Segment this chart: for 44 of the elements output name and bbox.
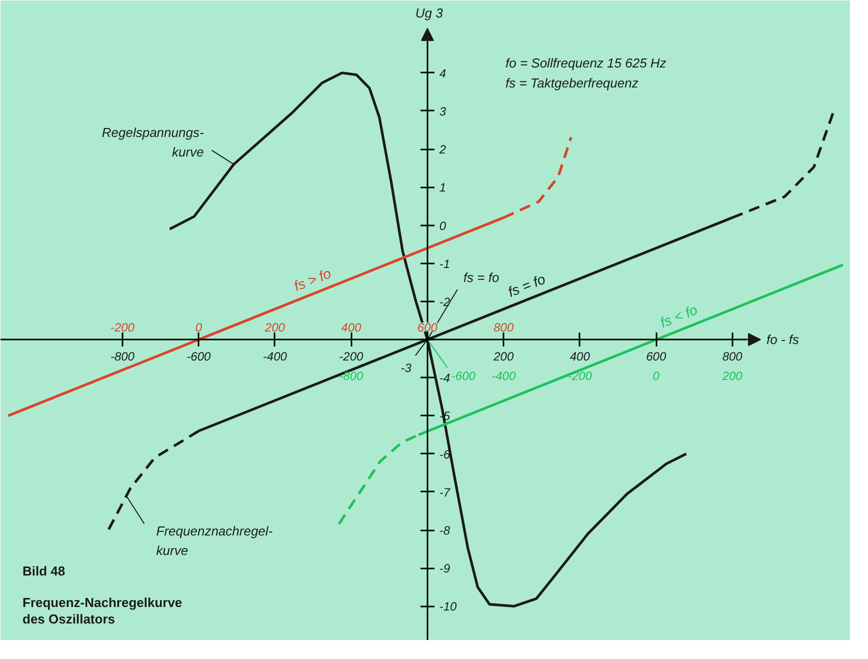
y-tick-label: -2	[439, 294, 450, 309]
x-tick-label: 200	[492, 350, 514, 364]
y-tick-label: -1	[439, 256, 450, 271]
annotation: -800	[339, 369, 364, 384]
y-tick-label: 2	[438, 142, 446, 157]
x2-tick-label: 600	[417, 320, 438, 335]
y-tick-label: 3	[439, 104, 446, 118]
x-tick-label: 400	[570, 350, 590, 364]
x-axis-title: fo - fs	[766, 332, 800, 348]
x-tick-label: 800	[722, 350, 743, 364]
x2-tick-label: -200	[110, 320, 135, 335]
annotation: -400	[492, 369, 516, 384]
annotation: Frequenznachregel- kurve	[156, 523, 274, 558]
text: fs = fo	[506, 270, 548, 300]
annotation: fs = Taktgeberfrequenz	[506, 76, 639, 90]
text: Bild 48	[22, 564, 66, 578]
y-tick-label: 1	[439, 180, 446, 195]
annotation: fs = fo	[463, 270, 500, 286]
y-tick-label: -10	[439, 600, 458, 614]
y-tick-label: -8	[439, 524, 450, 538]
x-tick-label: -800	[110, 350, 135, 364]
x2-tick-label: 200	[264, 320, 286, 335]
x2-tick-label: 800	[494, 320, 514, 335]
x2-tick-label: 0	[195, 320, 202, 335]
y-tick-label: 0	[439, 218, 446, 233]
text: fs > fo	[292, 264, 334, 294]
annotation: -600	[451, 369, 476, 384]
annotation: -3	[400, 361, 412, 376]
y-axis-title: Ug 3	[415, 6, 444, 20]
x-tick-label: -400	[262, 350, 288, 364]
annotation: Regelspannungs- kurve	[102, 125, 204, 160]
annotation: fo = Sollfrequenz 15 625 Hz	[506, 56, 667, 70]
x-tick-label: -200	[339, 350, 364, 364]
y-tick-label: -4	[439, 371, 450, 386]
x-tick-label: 600	[646, 350, 666, 364]
y-tick-label: -9	[439, 562, 450, 576]
x-tick-label: -600	[186, 350, 212, 364]
y-tick-label: 4	[439, 66, 446, 80]
annotation: 0	[652, 369, 660, 384]
text: fs < fo	[658, 301, 700, 331]
x2-tick-label: 400	[341, 320, 362, 335]
y-tick-label: -7	[439, 485, 452, 500]
annotation: 200	[721, 369, 743, 384]
text: Frequenz-Nachregelkurve des Oszillators	[22, 595, 182, 626]
